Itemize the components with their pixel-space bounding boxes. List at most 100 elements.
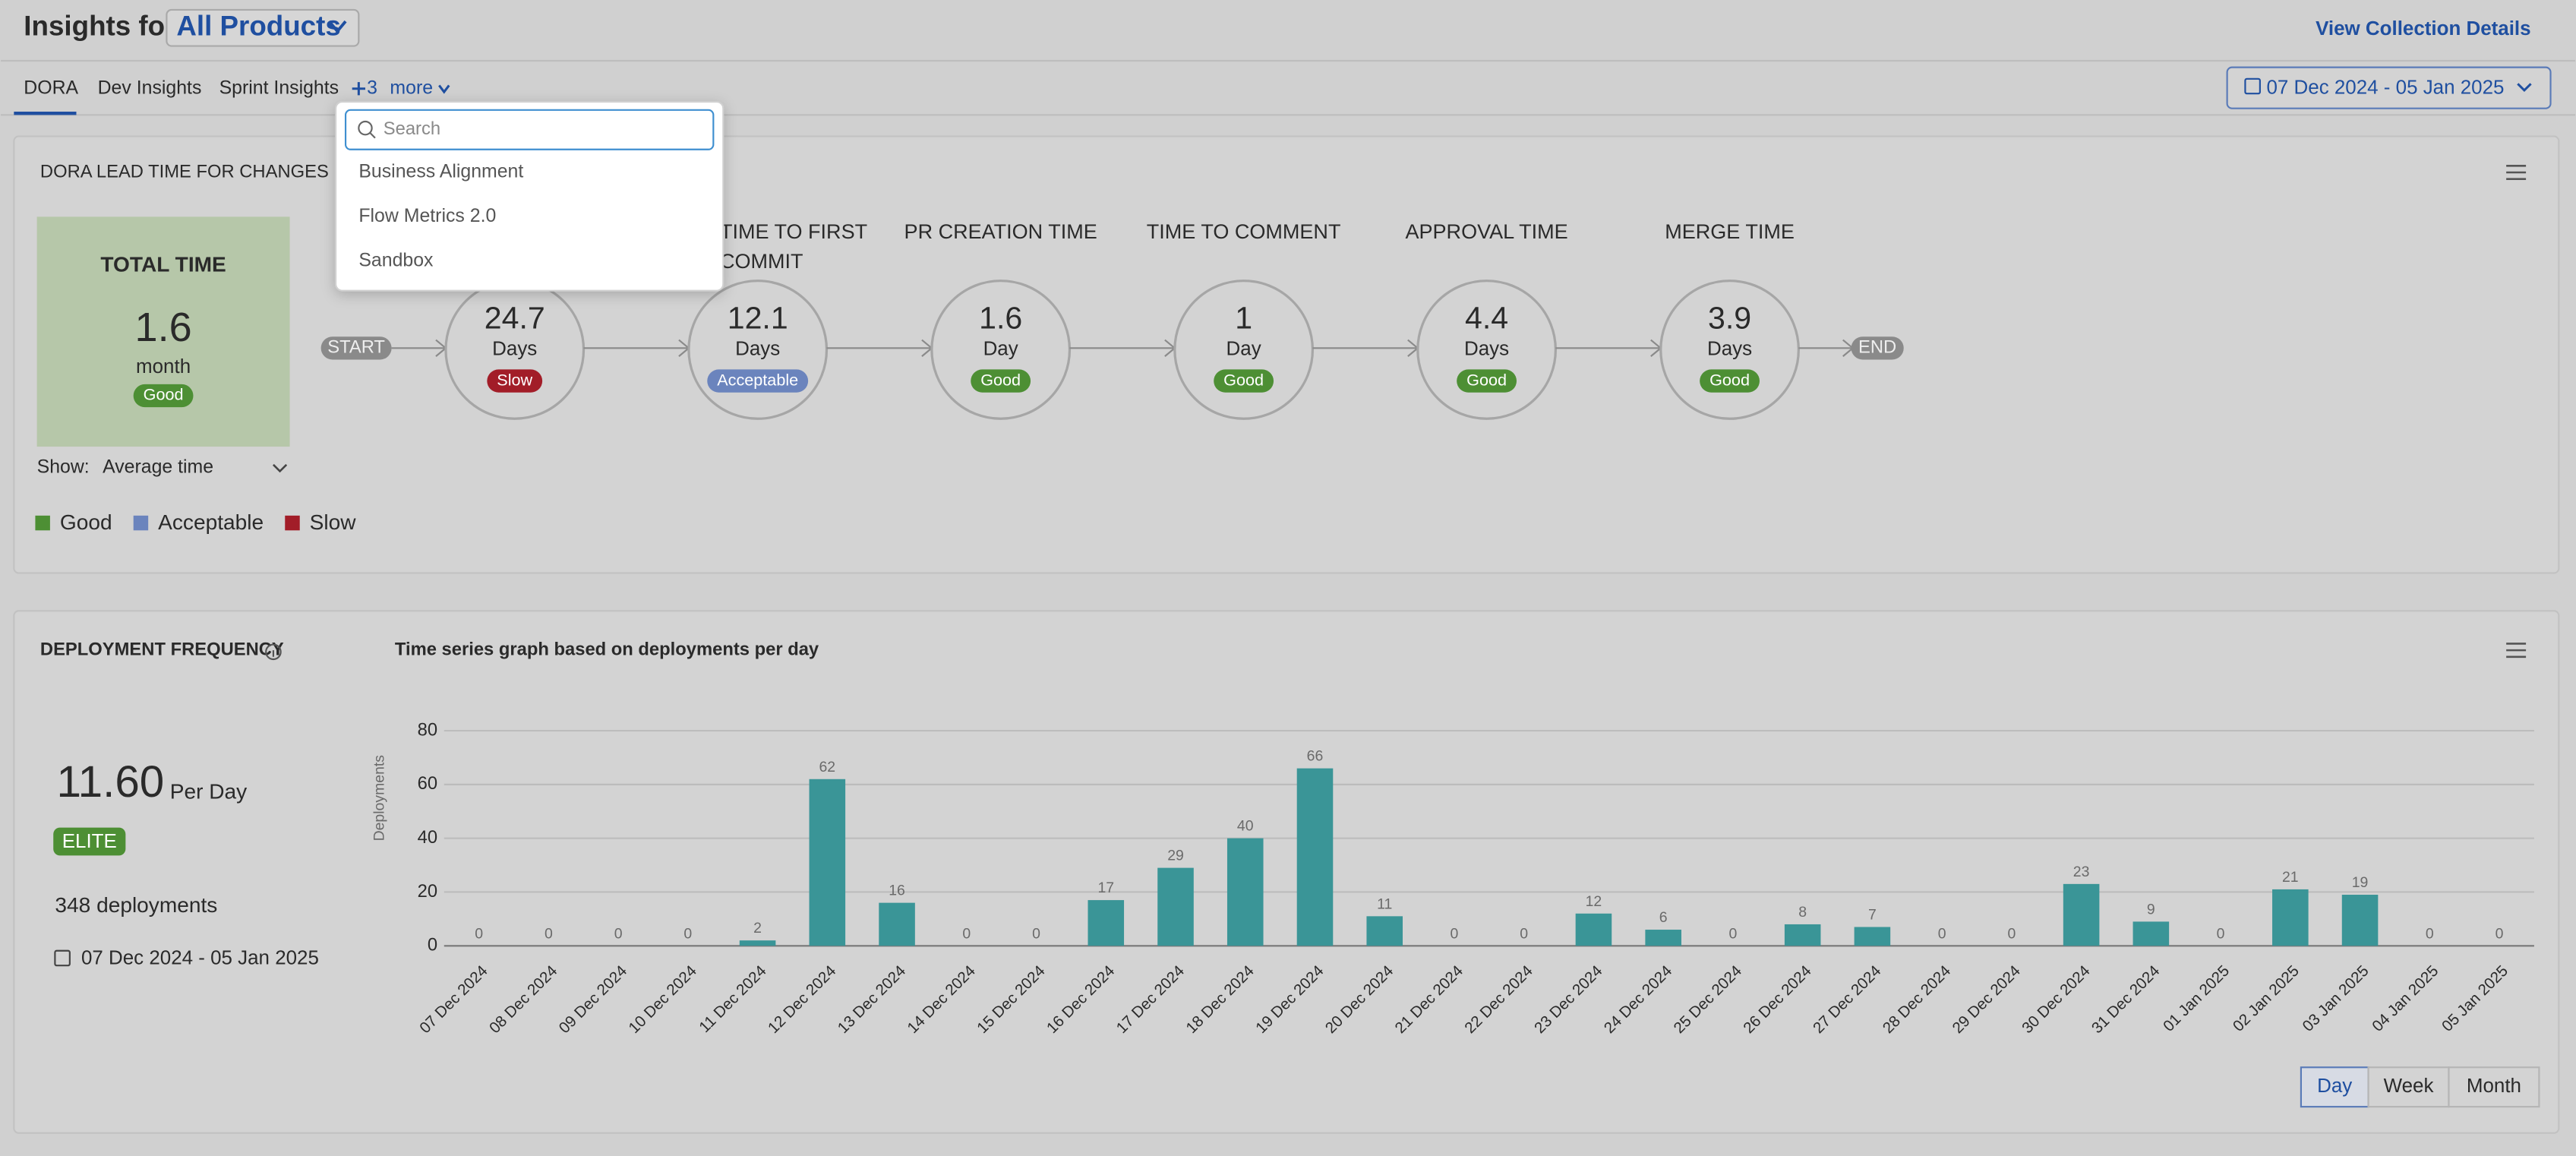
stages: START 24.7 Days Slow 12.1 Days Acceptable TIME … bbox=[320, 220, 1904, 420]
value-label: 0 bbox=[683, 925, 692, 942]
status-badge bbox=[971, 369, 1031, 393]
status-badge bbox=[707, 369, 809, 393]
status-badge bbox=[1700, 369, 1760, 393]
date-picker[interactable] bbox=[2226, 66, 2552, 109]
collection-select[interactable] bbox=[166, 8, 360, 47]
value-label: 0 bbox=[545, 925, 553, 942]
status-badge bbox=[1457, 369, 1517, 393]
calendar-icon bbox=[54, 949, 71, 967]
value-label: 12 bbox=[1586, 893, 1602, 910]
bar bbox=[2341, 895, 2379, 946]
value-label: 0 bbox=[614, 925, 623, 942]
value-label: 21 bbox=[2282, 869, 2299, 886]
stage-name: TIME TO COMMENT bbox=[1147, 220, 1341, 243]
tab[interactable]: Sprint Insights bbox=[219, 77, 339, 98]
granularity: Day Week Month bbox=[2300, 1066, 2540, 1108]
show-select[interactable]: Average time bbox=[103, 456, 213, 478]
stage-unit: Day bbox=[983, 338, 1018, 359]
granularity-button[interactable] bbox=[2448, 1066, 2540, 1108]
more-tabs[interactable]: more bbox=[390, 77, 433, 98]
dropdown-item[interactable]: Sandbox bbox=[358, 249, 434, 270]
flow-pill-label: END bbox=[1858, 337, 1896, 358]
stage-unit: Days bbox=[735, 338, 780, 359]
dropdown-item[interactable]: Flow Metrics 2.0 bbox=[358, 205, 496, 226]
granularity-label[interactable]: Month bbox=[2467, 1075, 2521, 1097]
granularity-button[interactable] bbox=[2300, 1066, 2369, 1108]
bar bbox=[2063, 883, 2100, 946]
status-badge-text: Acceptable bbox=[717, 370, 798, 389]
stage-value: 4.4 bbox=[1465, 300, 1508, 335]
value-label: 0 bbox=[1729, 925, 1738, 942]
legend-swatch bbox=[35, 515, 50, 531]
value-label: 8 bbox=[1798, 904, 1807, 921]
calendar-icon bbox=[2244, 77, 2261, 95]
y-tick-label: 40 bbox=[418, 827, 437, 848]
search-placeholder: Search bbox=[384, 118, 440, 139]
stage-unit: Days bbox=[1707, 338, 1752, 359]
dropdown-item[interactable]: Business Alignment bbox=[358, 161, 523, 182]
stage-value: 1.6 bbox=[979, 300, 1022, 335]
bar bbox=[809, 779, 846, 946]
collection-link[interactable]: View Collection Details bbox=[2316, 18, 2530, 39]
tab-bar: DORA Dev Insights Sprint Insights bbox=[24, 77, 339, 98]
value-label: 62 bbox=[819, 759, 836, 775]
deploy-range: 07 Dec 2024 - 05 Jan 2025 bbox=[81, 947, 319, 968]
total-value: 1.6 bbox=[135, 305, 192, 350]
value-label: 0 bbox=[2496, 925, 2504, 942]
flow-pill bbox=[320, 336, 392, 360]
total-label: TOTAL TIME bbox=[100, 253, 226, 276]
tab[interactable]: Dev Insights bbox=[98, 77, 202, 98]
value-label: 7 bbox=[1868, 906, 1877, 923]
legend-label: Good bbox=[60, 510, 112, 534]
flow-pill bbox=[1851, 336, 1904, 360]
page-title: Insights for bbox=[24, 10, 175, 41]
bar bbox=[1854, 927, 1891, 946]
value-label: 0 bbox=[962, 925, 971, 942]
stage-value: 12.1 bbox=[728, 300, 788, 335]
granularity-label[interactable]: Week bbox=[2384, 1075, 2434, 1097]
settings-icon[interactable] bbox=[2506, 643, 2527, 659]
deploy-unit: Per Day bbox=[170, 780, 247, 804]
bar bbox=[1296, 768, 1334, 946]
chart-title: Time series graph based on deployments p… bbox=[395, 639, 819, 659]
bar bbox=[1784, 924, 1821, 946]
chevron bbox=[438, 84, 450, 94]
bar bbox=[1575, 913, 1612, 946]
chevron bbox=[273, 463, 288, 473]
bar bbox=[1157, 867, 1194, 946]
stage-value: 1 bbox=[1235, 300, 1252, 335]
settings-icon[interactable] bbox=[2506, 165, 2527, 180]
more-count[interactable]: 3 bbox=[367, 77, 377, 98]
tab[interactable]: DORA bbox=[24, 77, 78, 98]
panel-title: DEPLOYMENT FREQUENCY bbox=[40, 639, 284, 659]
stage-circle bbox=[1659, 280, 1800, 420]
value-label: 9 bbox=[2147, 901, 2155, 918]
stage-name: APPROVAL TIME bbox=[1405, 220, 1567, 243]
value-label: 19 bbox=[2352, 874, 2369, 891]
stage-circle bbox=[930, 280, 1072, 420]
deploy-value: 11.60 bbox=[57, 757, 165, 807]
bar bbox=[1088, 900, 1125, 946]
dropdown-list: Business Alignment Flow Metrics 2.0 Sandbo… bbox=[358, 161, 523, 271]
granularity-button[interactable] bbox=[2367, 1066, 2450, 1108]
value-label: 6 bbox=[1659, 909, 1668, 926]
stage-unit: Day bbox=[1226, 338, 1261, 359]
legend-swatch bbox=[285, 515, 300, 531]
value-label: 40 bbox=[1237, 818, 1254, 835]
y-tick-label: 60 bbox=[418, 773, 437, 794]
status-badge-text: Good bbox=[144, 385, 184, 404]
value-label: 0 bbox=[1451, 925, 1459, 942]
elite-badge-text: ELITE bbox=[62, 831, 117, 852]
search-input[interactable] bbox=[344, 109, 715, 150]
status-badge bbox=[487, 369, 543, 393]
y-tick-label: 20 bbox=[418, 881, 437, 902]
status-badge-text: Good bbox=[1466, 370, 1507, 389]
granularity-label[interactable]: Day bbox=[2317, 1075, 2352, 1097]
date-range[interactable]: 07 Dec 2024 - 05 Jan 2025 bbox=[2267, 77, 2505, 99]
status-badge-text: Good bbox=[980, 370, 1021, 389]
y-axis-label: Deployments bbox=[371, 755, 388, 842]
collection-name[interactable]: All Products bbox=[176, 10, 340, 41]
info-icon[interactable] bbox=[265, 643, 282, 661]
chevron bbox=[327, 20, 347, 34]
show-label: Show: bbox=[37, 456, 90, 478]
